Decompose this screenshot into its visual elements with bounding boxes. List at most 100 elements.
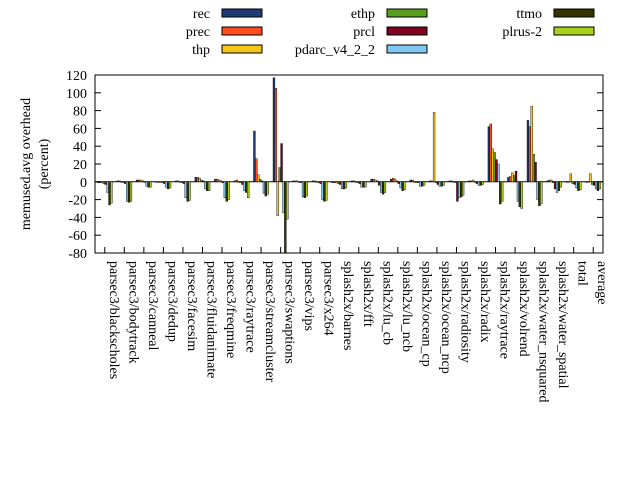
bar-thp-parsec3-canneal [139,179,143,183]
bar-ethp-parsec3-raytrace [239,181,242,183]
x-axis: parsec3/blackscholes parsec3/bodytrack par… [104,247,609,403]
bar-prcl-parsec3-fluidanimate [202,180,205,183]
bar-ttmo-splash2x-raytrace [499,181,502,205]
bar-plrus-2-splash2x-ocean-cp [422,181,426,186]
x-tick-label-splash2x-volrend: splash2x/volrend [516,261,531,357]
bar-plrus-2-parsec3-vips [305,181,308,197]
bar-rec-parsec3-facesim [175,180,178,183]
bar-thp-parsec3-vips [296,180,299,183]
bar-pdarc-v4-2-2-parsec3-blackscholes [106,181,109,193]
bar-pdarc-v4-2-2-splash2x-barnes [340,181,344,190]
bar-plrus-2-parsec3-bodytrack [129,181,133,202]
bar-rec-average [585,181,588,183]
x-tick-label-parsec3-canneal: parsec3/canneal [145,261,160,350]
y-tick-label: -40 [68,211,87,226]
bar-prec-splash2x-barnes [333,181,336,183]
bar-plrus-2-splash2x-ocean-ncp [442,181,445,186]
x-tick-label-parsec3-freqmine: parsec3/freqmine [223,261,238,358]
legend-swatch-ttmo [553,8,595,18]
bar-ttmo-parsec3-swaptions [284,181,287,254]
y-tick-label: 100 [66,87,87,102]
y-tick-label: 40 [73,140,87,155]
bar-rec-parsec3-raytrace [233,180,237,183]
bar-ttmo-splash2x-ocean-cp [420,181,424,187]
bar-ethp-splash2x-fft [356,181,359,183]
bar-plrus-2-splash2x-radix [481,181,484,185]
legend-swatch-rec [221,8,263,18]
legend-swatch-prec [221,26,263,36]
bar-ethp-splash2x-lu-cb [376,180,379,183]
bar-prec-parsec3-streamcluster [255,158,258,183]
bar-thp-parsec3-dedup [159,181,162,183]
bar-plrus-2-splash2x-raytrace [501,181,504,202]
bar-ttmo-total [577,181,580,191]
bar-prec-parsec3-facesim [177,180,180,183]
y-tick-label: -60 [68,229,87,244]
bar-thp-splash2x-water-spatial [550,179,553,183]
bar-pdarc-v4-2-2-splash2x-volrend [516,181,520,202]
bar-plrus-2-parsec3-freqmine [227,181,230,200]
bar-ttmo-splash2x-volrend [518,181,521,207]
bar-ttmo-parsec3-blackscholes [108,181,111,206]
bar-plrus-2-parsec3-raytrace [247,181,250,199]
bar-prec-parsec3-dedup [157,181,160,183]
legend-swatch-ethp [386,8,428,18]
bar-ethp-parsec3-streamcluster [258,178,262,183]
bar-prcl-parsec3-vips [299,181,303,183]
x-tick-label-parsec3-x264: parsec3/x264 [321,261,336,336]
bar-ethp-average [591,181,594,185]
bar-prcl-parsec3-x264 [319,181,322,184]
bar-rec-splash2x-radiosity [448,180,451,183]
bar-pdarc-v4-2-2-splash2x-fft [360,181,363,188]
y-tick-label: 0 [80,176,87,191]
bar-thp-splash2x-radiosity [452,181,455,183]
bar-prec-parsec3-freqmine [216,178,219,183]
x-tick-label-splash2x-water-nsquared: splash2x/water_nsquared [536,261,551,403]
legend-swatch-thp [221,44,263,54]
bar-pdarc-v4-2-2-parsec3-canneal [145,181,148,187]
bar-ttmo-average [596,181,600,191]
bar-pdarc-v4-2-2-splash2x-lu-cb [380,181,383,193]
y-tick-label: 120 [66,69,87,84]
bar-thp-parsec3-swaptions [276,181,279,216]
bar-pdarc-v4-2-2-parsec3-vips [301,181,305,198]
bar-ethp-parsec3-swaptions [278,167,281,182]
bar-prec-splash2x-fft [352,180,356,183]
bar-prec-parsec3-canneal [137,179,141,183]
bar-thp-parsec3-x264 [315,181,318,183]
bar-ethp-splash2x-radiosity [454,181,457,183]
x-tick-label-splash2x-ocean-cp: splash2x/ocean_cp [418,261,433,367]
bar-prec-parsec3-raytrace [235,179,238,183]
bar-prec-splash2x-raytrace [489,123,492,182]
bar-prec-parsec3-bodytrack [118,180,121,183]
bar-rec-splash2x-lu-ncb [390,178,393,183]
bar-prcl-splash2x-water-spatial [553,181,557,190]
bar-ttmo-splash2x-ocean-ncp [440,181,443,187]
bar-plrus-2-parsec3-fluidanimate [207,181,211,191]
bar-prcl-splash2x-lu-ncb [397,181,400,184]
bar-pdarc-v4-2-2-average [594,181,598,190]
bar-plrus-2-parsec3-canneal [149,181,152,188]
legend-label-plrus-2: plrus-2 [502,25,542,40]
x-tick-label-total: total [575,261,590,286]
legend-swatch-prcl [386,26,428,36]
bar-thp-parsec3-freqmine [217,179,221,183]
x-tick-label-splash2x-ocean-ncp: splash2x/ocean_ncp [438,261,453,374]
bar-rec-splash2x-water-spatial [546,180,549,183]
bar-prcl-parsec3-canneal [143,181,146,183]
x-tick-label-splash2x-lu-cb: splash2x/lu_cb [379,261,394,345]
bar-rec-splash2x-raytrace [487,126,491,183]
bar-rec-splash2x-volrend [507,177,510,183]
bar-ttmo-splash2x-lu-cb [381,181,385,195]
bar-thp-splash2x-raytrace [491,148,494,182]
bar-prec-splash2x-water-nsquared [528,126,532,183]
y-axis-title-line: memused.avg overhead [19,98,34,230]
x-tick-label-parsec3-raytrace: parsec3/raytrace [243,261,258,353]
bar-prcl-splash2x-fft [358,181,361,184]
bar-ttmo-splash2x-water-spatial [557,181,561,191]
y-tick-label: -80 [68,247,87,262]
bar-plrus-2-parsec3-streamcluster [266,181,269,195]
bar-thp-splash2x-lu-ncb [393,178,397,183]
bar-ethp-parsec3-dedup [161,181,164,183]
